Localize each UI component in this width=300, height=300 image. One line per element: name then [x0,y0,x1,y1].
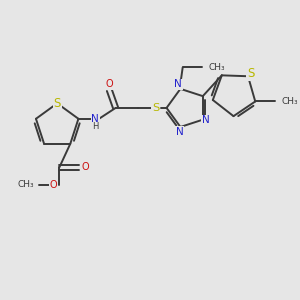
Text: N: N [202,115,209,125]
Text: CH₃: CH₃ [282,97,298,106]
Text: CH₃: CH₃ [17,180,34,189]
Text: S: S [152,103,159,113]
Text: N: N [176,127,184,137]
Text: CH₃: CH₃ [208,63,225,72]
Text: O: O [49,180,57,190]
Text: N: N [174,79,182,89]
Text: N: N [91,114,99,124]
Text: O: O [81,162,89,172]
Text: H: H [92,122,98,131]
Text: O: O [106,80,113,89]
Text: S: S [247,68,255,80]
Text: S: S [53,97,61,110]
